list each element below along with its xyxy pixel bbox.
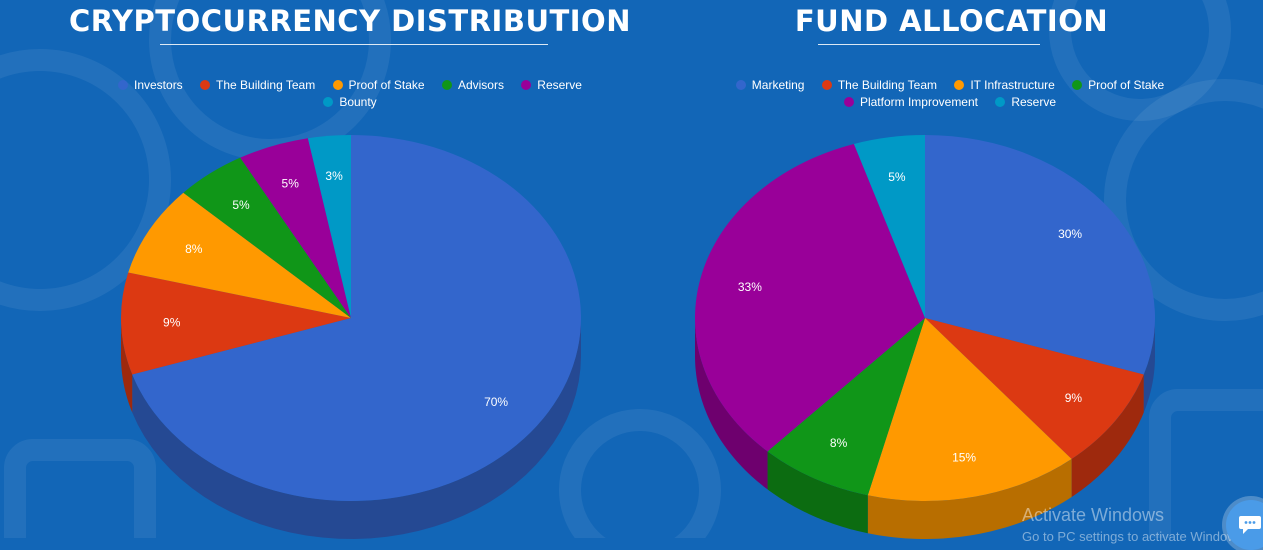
legend-item-reserve[interactable]: Reserve [521,77,582,94]
legend-item-proof-of-stake[interactable]: Proof of Stake [1072,77,1164,94]
chart-legend: Marketing The Building Team IT Infrastru… [680,77,1220,111]
pie-slice-side [1143,318,1155,413]
pie-slice-side [132,318,581,539]
legend-dot [1072,80,1083,90]
pie-slice[interactable] [867,318,1072,501]
pie-slice-label: 9% [1065,391,1083,405]
legend-dot [332,80,343,90]
legend-label: Marketing [751,78,805,92]
legend-dot [843,97,854,107]
pie-slice[interactable] [925,135,1155,375]
legend-item-building-team[interactable]: The Building Team [200,77,315,94]
legend-label: Bounty [339,95,377,109]
chart-legend: Investors The Building Team Proof of Sta… [90,77,610,111]
pie-slice[interactable] [240,138,351,318]
background-decoration [0,0,1263,538]
pie-slice-side [1071,374,1144,497]
legend-label: Reserve [1011,95,1057,109]
legend-dot [441,80,452,90]
legend-dot [821,80,832,90]
legend-label: Proof of Stake [1088,78,1165,92]
pie-top [695,135,1155,501]
pie-sides [121,318,581,539]
legend-item-bounty[interactable]: Bounty [323,94,377,111]
pie-slice[interactable] [128,192,351,318]
cryptocurrency-pie-chart: 70% 9% 8% 5% 5% 3% [121,135,582,539]
pie-slice-label: 70% [484,395,508,409]
chart-title: CRYPTOCURRENCY DISTRIBUTION [69,4,631,38]
legend-item-proof-of-stake[interactable]: Proof of Stake [332,77,425,94]
legend-item-it-infrastructure[interactable]: IT Infrastructure [954,77,1055,94]
title-underline [818,44,1040,45]
legend-item-investors[interactable]: Investors [118,77,183,94]
pie-slice-label: 30% [1058,227,1082,241]
legend-dot [995,97,1006,107]
pie-slice[interactable] [183,157,351,318]
legend-dot [200,80,211,90]
legend-dot [521,80,532,90]
pie-labels: 30% 9% 15% 8% 33% 5% [738,170,1083,464]
legend-label: Reserve [537,78,582,92]
legend-item-advisors[interactable]: Advisors [441,77,504,94]
pie-slice[interactable] [925,318,1144,459]
pie-slice-label: 5% [232,198,250,212]
chat-bubble-icon [1239,516,1261,534]
pie-slice[interactable] [132,135,582,502]
pie-slice-side [767,451,868,534]
pie-slice-label: 8% [185,242,203,256]
legend-label: The Building Team [837,78,937,92]
chart-title: FUND ALLOCATION [794,4,1109,38]
pie-slice[interactable] [853,135,925,318]
pie-slice[interactable] [767,318,925,496]
pie-sides [695,318,1155,539]
pie-slice-label: 8% [830,436,848,450]
pie-slice-label: 9% [163,316,181,330]
legend-label: Proof of Stake [348,78,425,92]
legend-label: Investors [134,78,183,92]
legend-item-platform-improvement[interactable]: Platform Improvement [843,94,978,111]
pie-slice-label: 33% [738,280,762,294]
pie-slice-label: 5% [282,177,300,191]
title-underline [160,44,548,45]
pie-slice[interactable] [695,143,925,452]
pie-slice-side [867,459,1072,539]
pie-top [121,135,582,502]
pie-slice-side [121,318,133,413]
legend-label: Platform Improvement [859,95,978,109]
fund-allocation-pie-chart: 30% 9% 15% 8% 33% 5% [695,135,1155,539]
legend-dot [954,80,965,90]
activate-windows-watermark: Activate Windows [1022,505,1165,525]
pie-labels: 70% 9% 8% 5% 5% 3% [163,169,508,409]
activate-windows-subtitle: Go to PC settings to activate Windows [1022,529,1244,544]
legend-dot [735,80,746,90]
fund-allocation-panel: FUND ALLOCATION Marketing The Building T… [640,0,1263,539]
legend-dot [323,97,334,107]
legend-dot [118,80,128,90]
legend-label: IT Infrastructure [970,78,1055,92]
pie-slice[interactable] [121,272,351,375]
legend-label: The Building Team [216,78,316,92]
cryptocurrency-distribution-panel: CRYPTOCURRENCY DISTRIBUTION Investors Th… [69,4,631,539]
pie-slice-label: 15% [952,450,976,464]
pie-slice-label: 5% [888,170,906,184]
pie-slice[interactable] [307,135,351,318]
pie-slice-side [695,318,768,490]
legend-label: Advisors [457,78,504,92]
legend-item-building-team[interactable]: The Building Team [821,77,937,94]
legend-item-marketing[interactable]: Marketing [735,77,805,94]
pie-slice-label: 3% [325,169,343,183]
legend-item-reserve[interactable]: Reserve [995,94,1056,111]
